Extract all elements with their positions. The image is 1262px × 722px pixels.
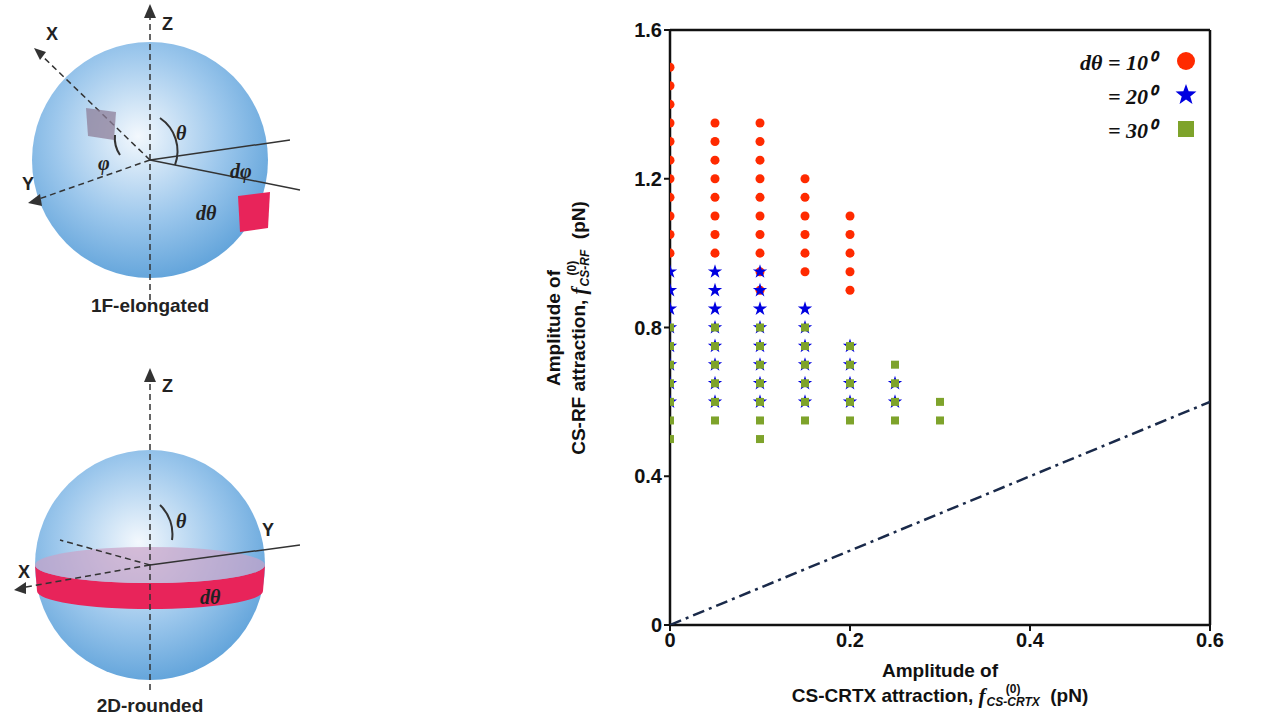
svg-text:0.4: 0.4 bbox=[634, 465, 663, 487]
svg-text:0: 0 bbox=[664, 629, 675, 651]
svg-text:φ: φ bbox=[98, 152, 110, 175]
html-text:= 30⁰: = 30⁰ bbox=[1108, 118, 1156, 143]
svg-text:dφ: dφ bbox=[230, 160, 252, 183]
html-text:(0): (0) bbox=[565, 260, 579, 275]
html-text:CS-CRTX attraction, f: CS-CRTX attraction, f bbox=[791, 684, 986, 708]
html-text:Amplitude of: Amplitude of bbox=[881, 660, 998, 681]
svg-text:dθ: dθ bbox=[196, 202, 217, 224]
svg-text:X: X bbox=[46, 24, 58, 44]
svg-text:1.2: 1.2 bbox=[634, 168, 662, 190]
svg-text:2D-rounded: 2D-rounded bbox=[97, 695, 204, 716]
html-text:(0): (0) bbox=[1005, 682, 1021, 696]
svg-text:0: 0 bbox=[651, 614, 662, 636]
svg-text:0.2: 0.2 bbox=[836, 629, 864, 651]
svg-text:0.4: 0.4 bbox=[1016, 629, 1045, 651]
svg-text:X: X bbox=[18, 562, 30, 582]
html-text:CS-RF: CS-RF bbox=[578, 249, 592, 286]
svg-text:Y: Y bbox=[262, 520, 274, 540]
html-text:CS-RF attraction,: CS-RF attraction, bbox=[568, 299, 589, 455]
html-text:(pN): (pN) bbox=[1050, 685, 1089, 706]
svg-text:Z: Z bbox=[162, 14, 173, 34]
html-text:CS-CRTX: CS-CRTX bbox=[986, 695, 1040, 709]
html-text:(pN): (pN) bbox=[568, 200, 589, 239]
svg-text:0.8: 0.8 bbox=[634, 317, 662, 339]
html-text:= 20⁰: = 20⁰ bbox=[1108, 84, 1156, 109]
svg-text:θ: θ bbox=[176, 122, 187, 144]
svg-text:0.6: 0.6 bbox=[1196, 629, 1224, 651]
svg-text:Y: Y bbox=[22, 174, 34, 194]
svg-text:1F-elongated: 1F-elongated bbox=[91, 295, 209, 316]
svg-text:θ: θ bbox=[176, 510, 187, 532]
html-text:dθ = 10⁰: dθ = 10⁰ bbox=[1080, 50, 1156, 75]
html-text:f: f bbox=[567, 286, 591, 294]
svg-text:dθ: dθ bbox=[200, 586, 221, 608]
svg-text:1.6: 1.6 bbox=[634, 19, 662, 41]
html-text:Amplitude of: Amplitude of bbox=[543, 269, 564, 386]
svg-text:Z: Z bbox=[162, 376, 173, 396]
